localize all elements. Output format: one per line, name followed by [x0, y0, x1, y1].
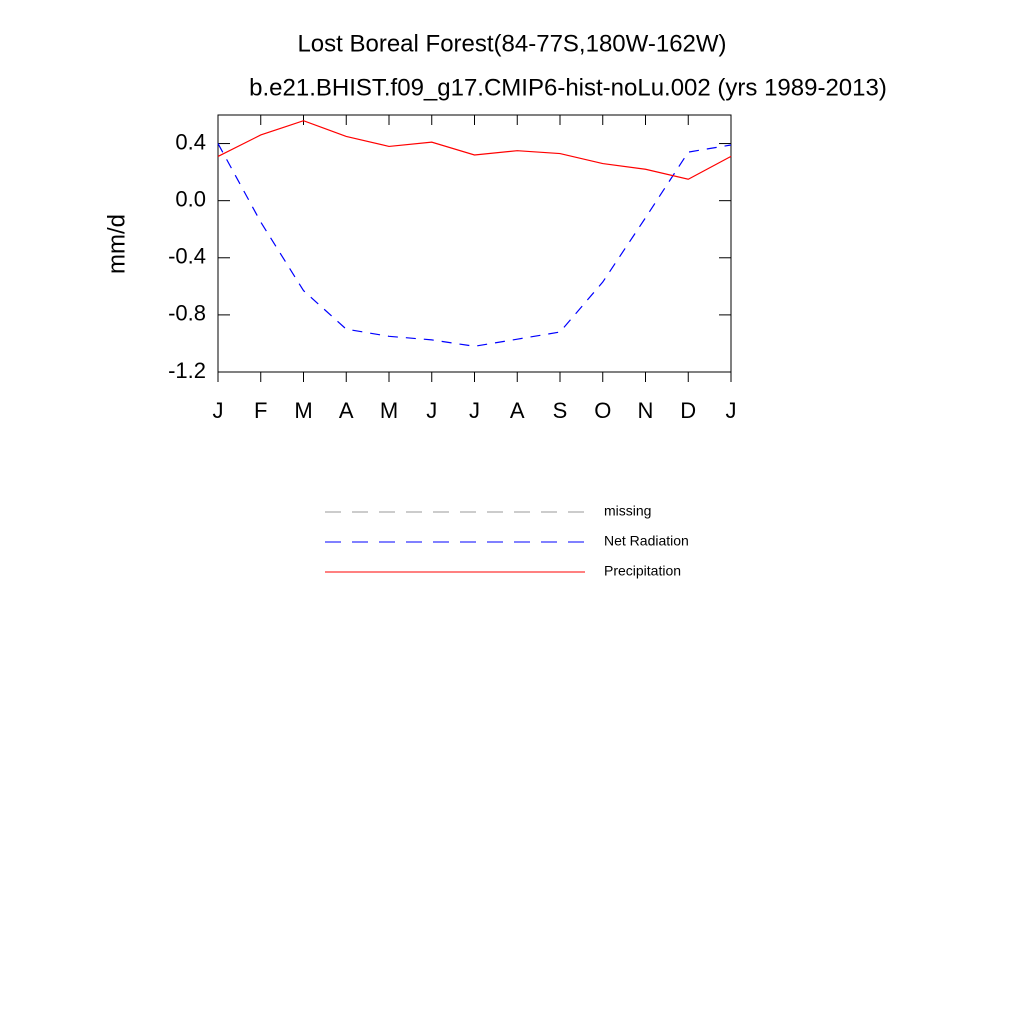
- x-tick-label: M: [380, 398, 398, 423]
- legend-label: Net Radiation: [604, 533, 689, 549]
- x-tick-label: M: [294, 398, 312, 423]
- plot-frame: [217, 114, 732, 373]
- x-tick-label: J: [213, 398, 224, 423]
- y-tick-label: 0.4: [175, 129, 206, 154]
- series-line: [217, 143, 732, 347]
- x-tick-label: O: [594, 398, 611, 423]
- y-tick-label: -0.8: [168, 301, 206, 326]
- y-tick-label: -1.2: [168, 358, 206, 383]
- x-tick-label: A: [339, 398, 354, 423]
- y-axis-label: mm/d: [103, 214, 130, 274]
- legend-label: Precipitation: [604, 563, 681, 579]
- x-tick-label: J: [726, 398, 737, 423]
- x-tick-label: F: [254, 398, 267, 423]
- x-tick-label: J: [426, 398, 437, 423]
- y-tick-label: -0.4: [168, 244, 206, 269]
- x-tick-label: S: [553, 398, 568, 423]
- y-tick-label: 0.0: [175, 186, 206, 211]
- x-tick-label: J: [469, 398, 480, 423]
- chart-title: Lost Boreal Forest(84-77S,180W-162W): [297, 30, 726, 57]
- chart-subtitle: b.e21.BHIST.f09_g17.CMIP6-hist-noLu.002 …: [249, 74, 887, 101]
- series-line: [217, 120, 732, 180]
- x-tick-label: D: [680, 398, 696, 423]
- x-tick-label: A: [510, 398, 525, 423]
- x-tick-label: N: [638, 398, 654, 423]
- legend-label: missing: [604, 503, 651, 519]
